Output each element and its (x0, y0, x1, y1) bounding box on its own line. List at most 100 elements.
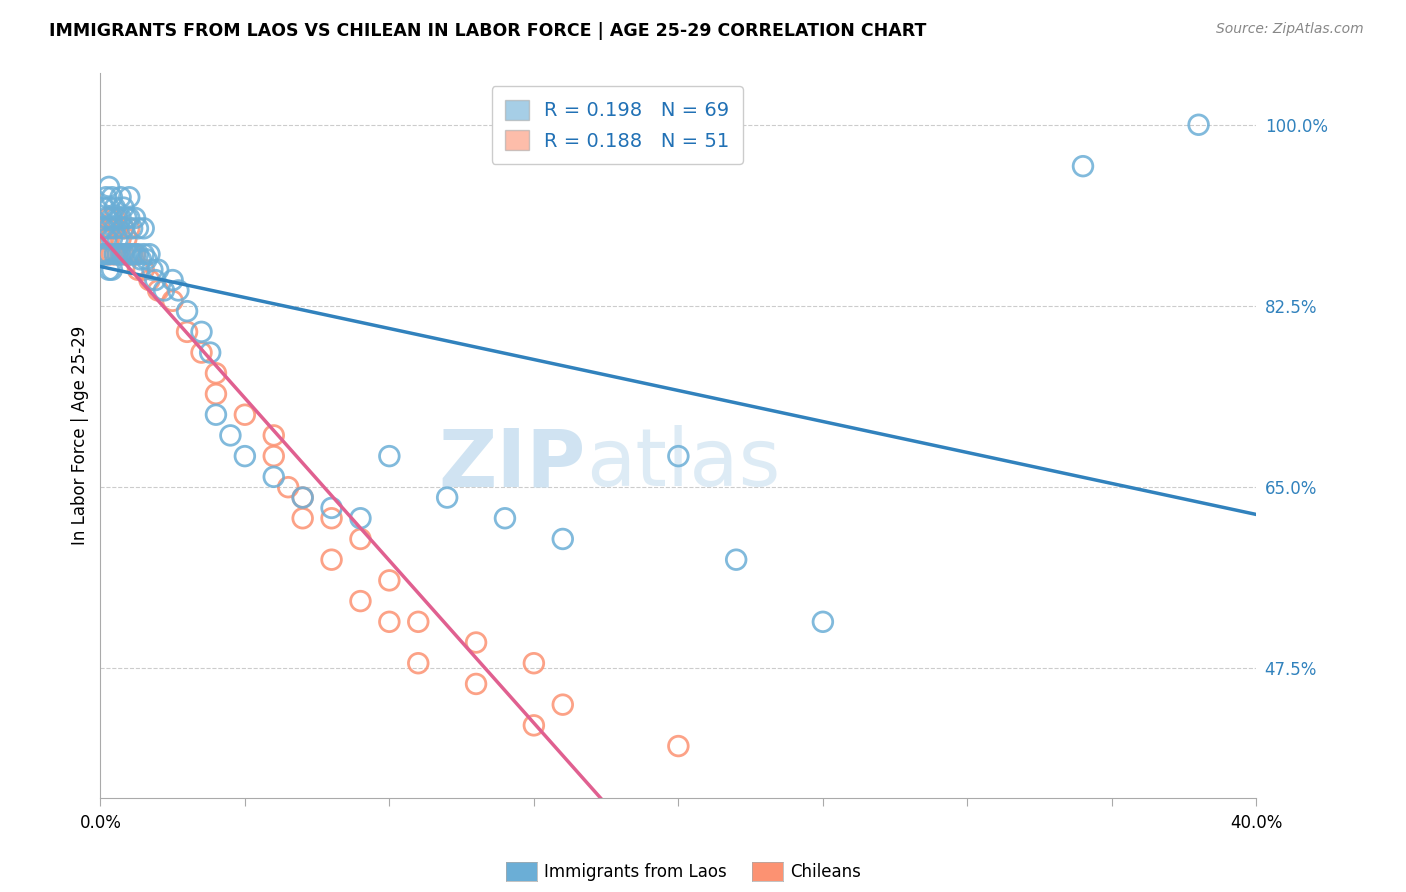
Point (132, 221, 155, 235)
Point (121, 247, 143, 261)
Point (115, 211, 138, 225)
Point (436, 491, 458, 505)
Point (465, 635, 488, 649)
Point (110, 247, 132, 261)
Text: Chileans: Chileans (790, 863, 860, 881)
Point (101, 262, 124, 277)
Point (205, 366, 228, 380)
Point (94, 232, 117, 246)
Point (112, 221, 135, 235)
Point (291, 491, 314, 505)
Point (118, 211, 141, 225)
Point (124, 247, 146, 261)
Point (124, 247, 146, 261)
Point (190, 345, 212, 359)
Point (94, 221, 117, 235)
Point (291, 491, 314, 505)
Point (98, 221, 121, 235)
Point (107, 221, 129, 235)
Point (110, 247, 132, 261)
Point (233, 408, 256, 422)
Point (143, 273, 166, 287)
Point (811, 615, 834, 629)
Point (146, 284, 169, 298)
Point (101, 221, 124, 235)
Point (349, 594, 371, 608)
Point (91, 232, 114, 246)
Point (291, 511, 314, 525)
Point (112, 201, 135, 215)
Point (91, 221, 114, 235)
Legend: R = 0.198   N = 69, R = 0.188   N = 51: R = 0.198 N = 69, R = 0.188 N = 51 (492, 87, 742, 164)
Point (233, 449, 256, 463)
Point (378, 615, 401, 629)
Point (98, 247, 121, 261)
Point (115, 247, 138, 261)
Point (107, 247, 129, 261)
Point (176, 304, 198, 318)
Point (465, 677, 488, 691)
Point (162, 293, 184, 308)
Point (138, 273, 160, 287)
Point (263, 470, 285, 484)
Point (321, 511, 343, 525)
Point (205, 408, 228, 422)
Point (349, 532, 371, 546)
Point (138, 247, 160, 261)
Point (98, 180, 121, 194)
Point (124, 211, 146, 225)
Point (104, 201, 127, 215)
Point (98, 201, 121, 215)
Point (321, 552, 343, 566)
Point (94, 247, 117, 261)
Point (91, 247, 114, 261)
Point (104, 247, 127, 261)
Point (176, 325, 198, 339)
Point (263, 449, 285, 463)
Point (378, 574, 401, 588)
Point (94, 211, 117, 225)
Point (94, 247, 117, 261)
Point (349, 511, 371, 525)
Point (110, 232, 132, 246)
Point (551, 532, 574, 546)
Point (135, 252, 157, 267)
Point (101, 211, 124, 225)
Point (115, 232, 138, 246)
Point (110, 211, 132, 225)
Point (146, 262, 169, 277)
Text: 40.0%: 40.0% (1230, 814, 1282, 832)
Point (98, 262, 121, 277)
Point (551, 698, 574, 712)
Point (263, 428, 285, 442)
Point (118, 190, 141, 204)
Point (277, 480, 299, 494)
Text: ZIP: ZIP (439, 425, 586, 503)
Point (132, 262, 155, 277)
Point (98, 247, 121, 261)
Point (725, 552, 748, 566)
Point (107, 211, 129, 225)
Point (118, 247, 141, 261)
Point (101, 247, 124, 261)
Point (107, 232, 129, 246)
Point (101, 232, 124, 246)
Point (94, 190, 117, 204)
Point (121, 221, 143, 235)
Point (104, 221, 127, 235)
Y-axis label: In Labor Force | Age 25-29: In Labor Force | Age 25-29 (72, 326, 89, 545)
Text: Immigrants from Laos: Immigrants from Laos (544, 863, 727, 881)
Point (118, 247, 141, 261)
Point (98, 232, 121, 246)
Point (107, 247, 129, 261)
Point (219, 428, 242, 442)
Point (112, 247, 135, 261)
Point (141, 262, 163, 277)
Point (406, 657, 429, 671)
Point (1071, 159, 1094, 173)
Point (406, 615, 429, 629)
Point (1187, 118, 1209, 132)
Point (121, 247, 143, 261)
Point (523, 657, 546, 671)
Point (198, 345, 221, 359)
